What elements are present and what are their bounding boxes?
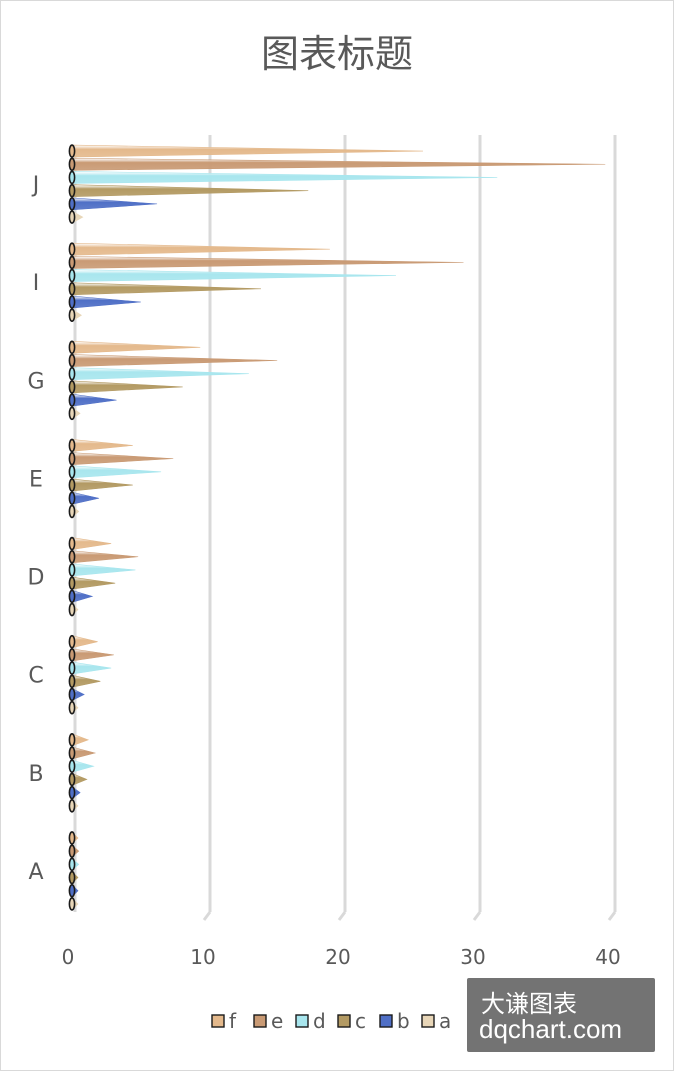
category-label-I: I [33,271,40,296]
gridline-foot-30 [472,911,482,921]
gridline-foot-10 [202,911,212,921]
bar-E-e [68,451,174,466]
watermark-line1: 大谦图表 [481,990,577,1018]
bar-C-e [68,648,114,662]
bar-A-f [68,831,79,845]
bars [68,144,606,911]
bar-A-e [68,844,80,858]
watermark: 大谦图表 dqchart.com [467,978,655,1052]
category-label-E: E [29,467,43,492]
bar-G-d [68,366,249,381]
bar-B-d [68,759,95,774]
category-label-G: G [27,369,44,394]
category-label-D: D [28,566,45,591]
tick-label-40: 40 [595,945,620,969]
bar-A-a [68,897,79,911]
category-label-A: A [28,860,43,885]
watermark-line2: dqchart.com [479,1014,623,1044]
bar-E-a [68,504,80,519]
bar-C-f [68,634,98,649]
category-labels: A B C D E G I J [27,173,44,885]
svg-text:f: f [229,1009,237,1033]
bar-E-f [68,438,133,453]
legend-item-c: c [337,1009,366,1033]
bar-D-f [68,536,112,551]
bar-D-c [68,576,116,590]
bar-B-e [68,746,97,760]
svg-text:a: a [439,1009,451,1033]
bar-I-d [68,268,397,283]
bar-J-d [68,170,498,185]
bar-B-b [68,785,81,800]
category-label-J: J [31,173,40,198]
bar-I-f [68,242,330,256]
legend-item-f: f [211,1009,237,1033]
bar-A-d [68,857,80,872]
bar-D-e [68,549,139,564]
legend-item-b: b [379,1009,410,1033]
bar-C-d [68,661,112,675]
bar-I-e [68,255,464,270]
bar-G-f [68,340,201,355]
tick-label-10: 10 [190,945,215,969]
category-label-C: C [28,664,43,689]
bar-G-c [68,380,183,394]
bar-A-c [68,870,79,885]
bar-I-b [68,295,141,309]
legend-item-d: d [295,1009,326,1033]
bar-J-a [68,210,84,224]
bar-G-a [68,406,81,421]
bar-E-c [68,478,133,492]
legend-item-a: a [421,1009,451,1033]
svg-text:d: d [313,1009,326,1033]
bar-J-f [68,144,424,158]
bar-C-c [68,674,101,689]
gridline-foot-20 [337,911,347,921]
bar-J-c [68,183,309,198]
bar-B-f [68,733,90,747]
bar-G-b [68,393,117,407]
bar-E-b [68,491,100,506]
bar-I-c [68,281,262,296]
svg-text:b: b [397,1009,410,1033]
tick-label-30: 30 [460,945,485,969]
svg-text:c: c [355,1009,366,1033]
bar-D-b [68,589,94,604]
bar-C-b [68,687,85,702]
bar-D-d [68,563,136,577]
bar-D-a [68,602,79,617]
chart-title: 图表标题 [261,32,413,76]
bar-C-a [68,700,79,715]
bar-B-a [68,799,79,813]
bar-E-d [68,465,162,479]
tick-label-0: 0 [62,945,75,969]
bar-J-b [68,197,158,211]
bar-A-b [68,883,79,898]
svg-text:e: e [271,1009,283,1033]
bar-B-c [68,772,88,787]
legend-item-e: e [253,1009,283,1033]
gridline-foot-40 [607,911,617,921]
category-label-B: B [28,762,43,787]
bar-I-a [68,308,83,322]
bar-G-e [68,353,278,368]
tick-labels: 0 10 20 30 40 [62,945,621,969]
bar-J-e [68,157,606,172]
tick-label-20: 20 [325,945,350,969]
